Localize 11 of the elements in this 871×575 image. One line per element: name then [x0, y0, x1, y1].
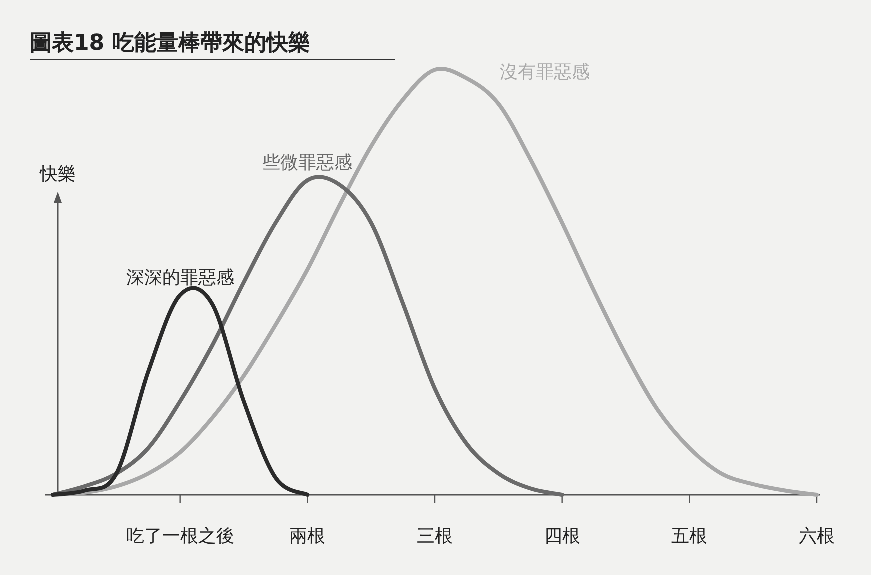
- x-tick-label: 五根: [672, 526, 708, 547]
- series-label: 些微罪惡感: [262, 152, 353, 174]
- x-tick-label: 吃了一根之後: [126, 526, 234, 547]
- x-tick-label: 三根: [417, 526, 453, 547]
- x-tick-label: 四根: [544, 526, 580, 547]
- x-tick-label: 兩根: [290, 526, 326, 547]
- x-tick-label: 六根: [799, 526, 835, 547]
- chart-title: 圖表18 吃能量棒帶來的快樂: [30, 31, 310, 56]
- y-axis-title: 快樂: [39, 164, 76, 185]
- series-label: 沒有罪惡感: [500, 62, 590, 83]
- series-label: 深深的罪惡感: [126, 267, 234, 288]
